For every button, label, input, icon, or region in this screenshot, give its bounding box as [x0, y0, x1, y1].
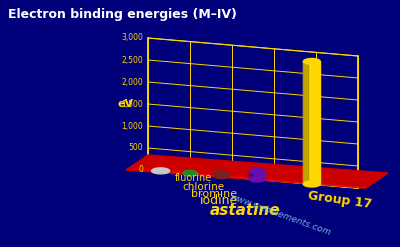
Ellipse shape — [183, 171, 197, 176]
Bar — [214, 173, 229, 176]
Ellipse shape — [214, 174, 229, 179]
Text: 2,500: 2,500 — [121, 56, 143, 64]
Ellipse shape — [303, 59, 320, 64]
Text: iodine: iodine — [200, 193, 238, 206]
Polygon shape — [148, 170, 366, 188]
Polygon shape — [126, 155, 388, 188]
Ellipse shape — [303, 181, 320, 187]
Bar — [183, 173, 197, 174]
Bar — [303, 62, 320, 184]
Ellipse shape — [183, 170, 197, 175]
Bar — [250, 171, 265, 179]
Ellipse shape — [250, 177, 265, 182]
Text: astatine: astatine — [210, 203, 281, 218]
Polygon shape — [148, 38, 358, 188]
Text: www.webelements.com: www.webelements.com — [228, 192, 332, 238]
Ellipse shape — [214, 171, 229, 176]
Text: Electron binding energies (M–IV): Electron binding energies (M–IV) — [8, 8, 237, 21]
Bar — [214, 173, 219, 176]
Text: 500: 500 — [128, 144, 143, 152]
Text: chlorine: chlorine — [182, 182, 224, 192]
Text: fluorine: fluorine — [175, 173, 212, 183]
Text: eV: eV — [118, 99, 134, 109]
Ellipse shape — [250, 168, 265, 174]
Text: 1,000: 1,000 — [121, 122, 143, 130]
Bar — [250, 171, 254, 179]
Bar — [303, 62, 308, 184]
Text: Group 17: Group 17 — [307, 189, 373, 211]
Text: 3,000: 3,000 — [121, 34, 143, 42]
Text: bromine: bromine — [191, 189, 237, 199]
Bar — [183, 173, 187, 174]
Text: 1,500: 1,500 — [121, 100, 143, 108]
Text: 0: 0 — [138, 165, 143, 174]
Ellipse shape — [152, 168, 170, 174]
Text: 2,000: 2,000 — [121, 78, 143, 86]
